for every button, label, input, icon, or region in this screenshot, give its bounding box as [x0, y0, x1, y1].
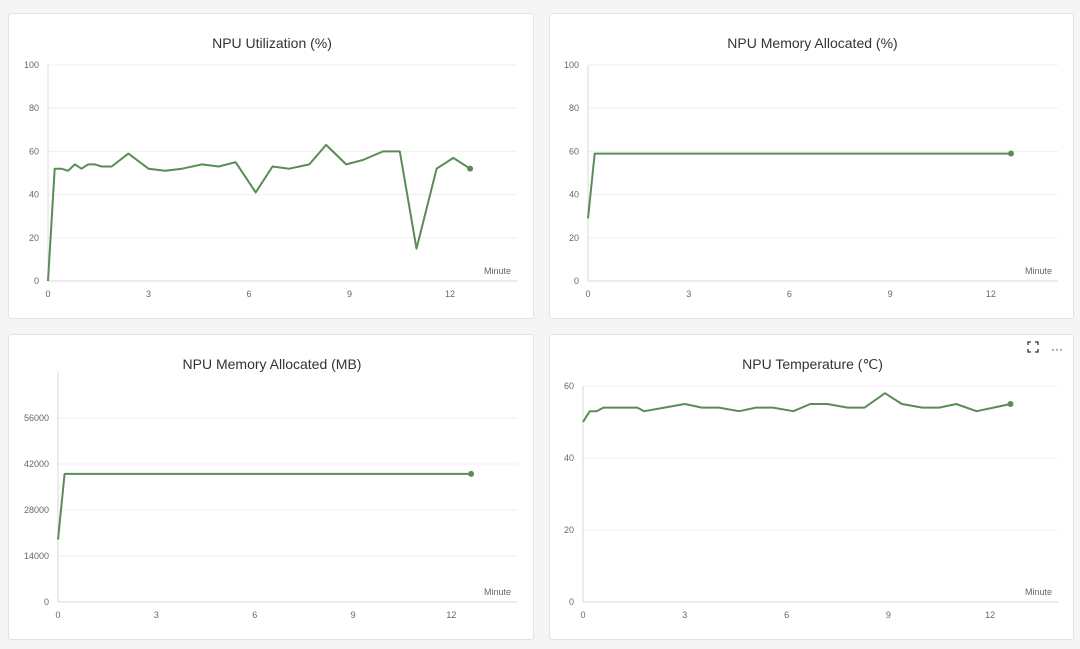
y-tick-label: 28000 — [24, 505, 49, 515]
x-tick-label: 9 — [347, 289, 352, 299]
series-line — [57, 472, 472, 540]
chart-svg: NPU Utilization (%) 0 20 40 60 80 100 0 3 6 9 12 Min… — [24, 35, 517, 299]
x-tick-label: 12 — [445, 289, 455, 299]
more-horizontal-icon[interactable]: ··· — [1051, 341, 1063, 356]
y-tick-label: 42000 — [24, 459, 49, 469]
x-tick-label: 9 — [886, 610, 891, 620]
chart-title: NPU Memory Allocated (%) — [727, 35, 897, 51]
y-tick-label: 60 — [564, 381, 574, 391]
x-tick-label: 0 — [580, 610, 585, 620]
y-tick-label: 100 — [564, 60, 579, 70]
y-tick-label: 0 — [44, 597, 49, 607]
x-tick-label: 9 — [351, 610, 356, 620]
chart-title: NPU Memory Allocated (MB) — [183, 356, 362, 372]
x-tick-label: 6 — [252, 610, 257, 620]
x-tick-label: 12 — [446, 610, 456, 620]
x-axis-unit-label: Minute — [1025, 266, 1052, 276]
chart-card-npu-temperature: NPU Temperature (℃) 0 20 40 60 0 3 6 9 12 Minute ·… — [549, 334, 1074, 640]
x-tick-label: 0 — [45, 289, 50, 299]
y-tick-label: 0 — [34, 276, 39, 286]
y-tick-label: 14000 — [24, 551, 49, 561]
x-axis-unit-label: Minute — [484, 266, 511, 276]
x-axis-unit-label: Minute — [484, 587, 511, 597]
last-point-marker — [467, 165, 474, 172]
x-axis-unit-label: Minute — [1025, 587, 1052, 597]
x-tick-label: 3 — [154, 610, 159, 620]
x-tick-label: 3 — [686, 289, 691, 299]
y-tick-label: 60 — [569, 146, 579, 156]
chart-svg: NPU Memory Allocated (%) 0 20 40 60 80 100 0 3 6 9… — [564, 35, 1058, 299]
chart-svg: NPU Temperature (℃) 0 20 40 60 0 3 6 9 12 Minute — [564, 356, 1058, 620]
x-tick-label: 3 — [682, 610, 687, 620]
y-tick-label: 40 — [564, 453, 574, 463]
x-tick-label: 12 — [986, 289, 996, 299]
y-tick-label: 20 — [564, 525, 574, 535]
y-tick-label: 40 — [29, 190, 39, 200]
y-tick-label: 80 — [569, 103, 579, 113]
last-point-marker — [468, 470, 475, 477]
y-tick-label: 56000 — [24, 413, 49, 423]
y-tick-label: 80 — [29, 103, 39, 113]
x-tick-label: 6 — [784, 610, 789, 620]
series-line — [587, 152, 1011, 219]
card-toolbar: ··· — [1027, 341, 1063, 356]
x-tick-label: 12 — [985, 610, 995, 620]
series-line — [47, 143, 471, 282]
y-tick-label: 60 — [29, 146, 39, 156]
chart-title: NPU Utilization (%) — [212, 35, 332, 51]
chart-card-npu-utilization: NPU Utilization (%) 0 20 40 60 80 100 0 3 6 9 12 Min… — [8, 13, 534, 319]
x-tick-label: 3 — [146, 289, 151, 299]
y-tick-label: 0 — [569, 597, 574, 607]
x-tick-label: 6 — [246, 289, 251, 299]
chart-svg: NPU Memory Allocated (MB) 0 14000 28000 4200… — [24, 356, 517, 620]
y-tick-label: 20 — [569, 233, 579, 243]
y-tick-label: 20 — [29, 233, 39, 243]
y-tick-label: 100 — [24, 60, 39, 70]
y-tick-label: 0 — [574, 276, 579, 286]
series-line — [582, 392, 1011, 423]
y-tick-label: 40 — [569, 190, 579, 200]
chart-card-npu-memory-percent: NPU Memory Allocated (%) 0 20 40 60 80 100 0 3 6 9… — [549, 13, 1074, 319]
chart-title: NPU Temperature (℃) — [742, 356, 883, 372]
x-tick-label: 0 — [55, 610, 60, 620]
fullscreen-icon[interactable] — [1027, 341, 1039, 356]
x-tick-label: 0 — [585, 289, 590, 299]
last-point-marker — [1008, 150, 1014, 157]
x-tick-label: 6 — [787, 289, 792, 299]
chart-card-npu-memory-mb: NPU Memory Allocated (MB) 0 14000 28000 4200… — [8, 334, 534, 640]
x-tick-label: 9 — [888, 289, 893, 299]
last-point-marker — [1007, 401, 1014, 407]
